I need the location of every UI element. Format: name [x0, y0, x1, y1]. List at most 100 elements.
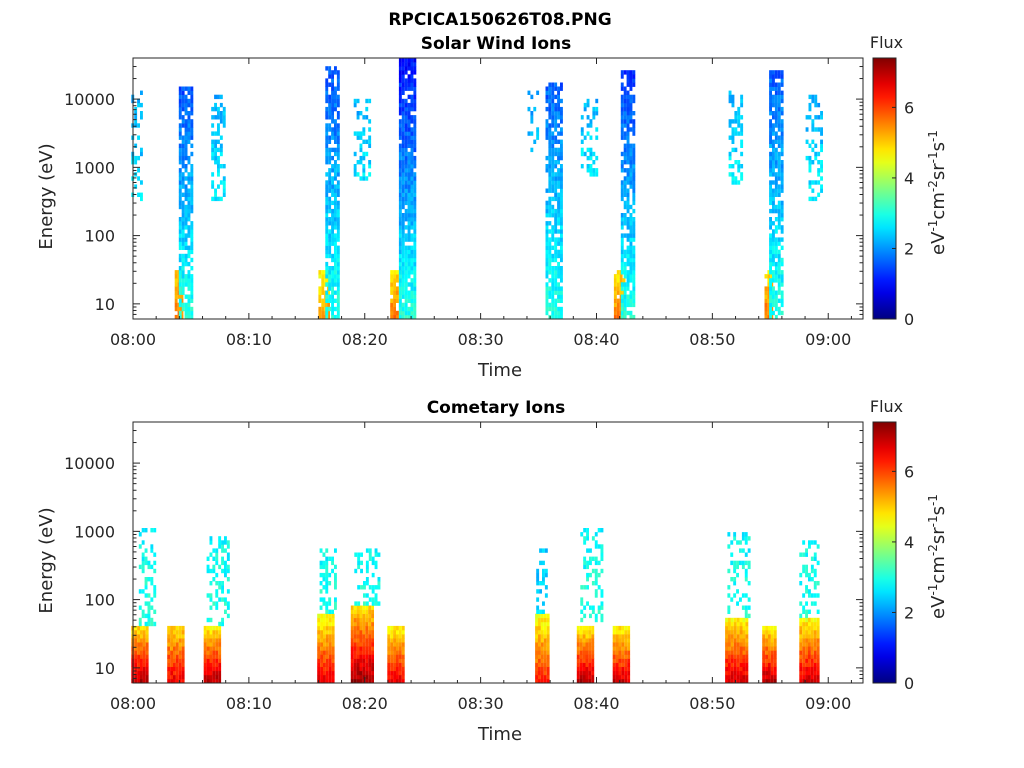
- flux-cell: [328, 674, 332, 680]
- flux-cell: [740, 164, 744, 169]
- flux-cell: [551, 139, 555, 144]
- flux-cell: [331, 613, 335, 619]
- flux-cell: [808, 143, 812, 148]
- flux-cell: [736, 564, 739, 570]
- flux-cell: [184, 302, 188, 308]
- flux-cell: [413, 102, 417, 108]
- flux-cell: [591, 638, 595, 643]
- flux-cell: [325, 204, 329, 210]
- flux-cell: [407, 58, 411, 63]
- flux-cell: [226, 568, 230, 574]
- flux-cell: [362, 115, 366, 120]
- flux-cell: [226, 564, 230, 570]
- flux-cell: [328, 184, 332, 189]
- flux-cell: [187, 310, 191, 316]
- flux-cell: [560, 200, 563, 206]
- flux-cell: [325, 585, 329, 590]
- flux-cell: [331, 306, 334, 312]
- flux-cell: [817, 172, 821, 177]
- flux-cell: [331, 225, 334, 230]
- flux-cell: [632, 200, 636, 206]
- flux-cell: [407, 66, 411, 71]
- flux-cell: [551, 245, 555, 250]
- flux-cell: [770, 678, 774, 684]
- flux-cell: [811, 180, 815, 185]
- flux-cell: [317, 613, 321, 619]
- flux-cell: [623, 249, 627, 255]
- flux-cell: [215, 601, 219, 606]
- flux-cell: [396, 298, 399, 303]
- flux-cell: [762, 678, 766, 684]
- flux-cell: [137, 674, 140, 680]
- flux-cell: [334, 282, 337, 287]
- flux-cell: [410, 62, 414, 67]
- flux-cell: [178, 192, 182, 197]
- flux-cell: [365, 621, 369, 627]
- flux-cell: [407, 237, 411, 242]
- flux-cell: [323, 638, 326, 643]
- flux-cell: [543, 662, 547, 667]
- flux-cell: [413, 58, 417, 63]
- y-axis-label: Energy (eV): [36, 143, 57, 249]
- flux-cell: [170, 625, 173, 631]
- flux-cell: [331, 111, 334, 116]
- flux-cell: [780, 237, 784, 242]
- flux-cell: [802, 638, 806, 643]
- flux-cell: [626, 135, 630, 140]
- flux-cell: [322, 585, 326, 590]
- flux-cell: [219, 180, 223, 185]
- flux-cell: [328, 233, 332, 238]
- flux-cell: [808, 642, 811, 647]
- flux-cell: [538, 613, 541, 619]
- flux-cell: [548, 302, 552, 308]
- flux-cell: [588, 646, 592, 651]
- flux-cell: [181, 274, 185, 279]
- flux-cell: [398, 666, 402, 672]
- flux-cell: [317, 646, 321, 651]
- flux-cell: [325, 98, 329, 104]
- flux-cell: [548, 286, 552, 291]
- flux-cell: [147, 560, 151, 566]
- flux-cell: [365, 650, 369, 655]
- flux-cell: [184, 217, 188, 222]
- flux-cell: [623, 131, 627, 136]
- flux-cell: [777, 86, 781, 91]
- flux-cell: [736, 621, 740, 627]
- flux-cell: [620, 168, 624, 173]
- flux-cell: [769, 111, 772, 116]
- flux-cell: [551, 82, 555, 87]
- flux-cell: [398, 625, 402, 631]
- flux-cell: [184, 208, 188, 214]
- flux-cell: [175, 670, 179, 676]
- colorbar-tick-label: 0: [904, 310, 914, 329]
- flux-cell: [799, 638, 803, 643]
- flux-cell: [407, 74, 411, 79]
- flux-cell: [398, 78, 402, 83]
- flux-cell: [325, 314, 329, 320]
- flux-cell: [190, 196, 194, 202]
- flux-cell: [576, 654, 580, 659]
- flux-cell: [410, 131, 414, 136]
- flux-cell: [811, 160, 815, 165]
- flux-cell: [377, 577, 381, 582]
- flux-cell: [325, 601, 329, 606]
- flux-cell: [802, 666, 806, 672]
- flux-cell: [538, 642, 541, 647]
- flux-cell: [371, 572, 375, 578]
- flux-cell: [393, 310, 396, 316]
- flux-cell: [413, 164, 417, 169]
- flux-cell: [739, 548, 742, 553]
- flux-cell: [410, 74, 414, 79]
- flux-cell: [219, 115, 223, 120]
- flux-cell: [585, 658, 589, 663]
- flux-cell: [773, 662, 777, 667]
- flux-cell: [187, 208, 191, 214]
- flux-cell: [398, 257, 402, 263]
- y-tick-label: 1000: [74, 522, 115, 541]
- flux-cell: [356, 642, 360, 647]
- flux-cell: [592, 172, 596, 177]
- flux-cell: [410, 196, 414, 202]
- flux-cell: [727, 593, 731, 598]
